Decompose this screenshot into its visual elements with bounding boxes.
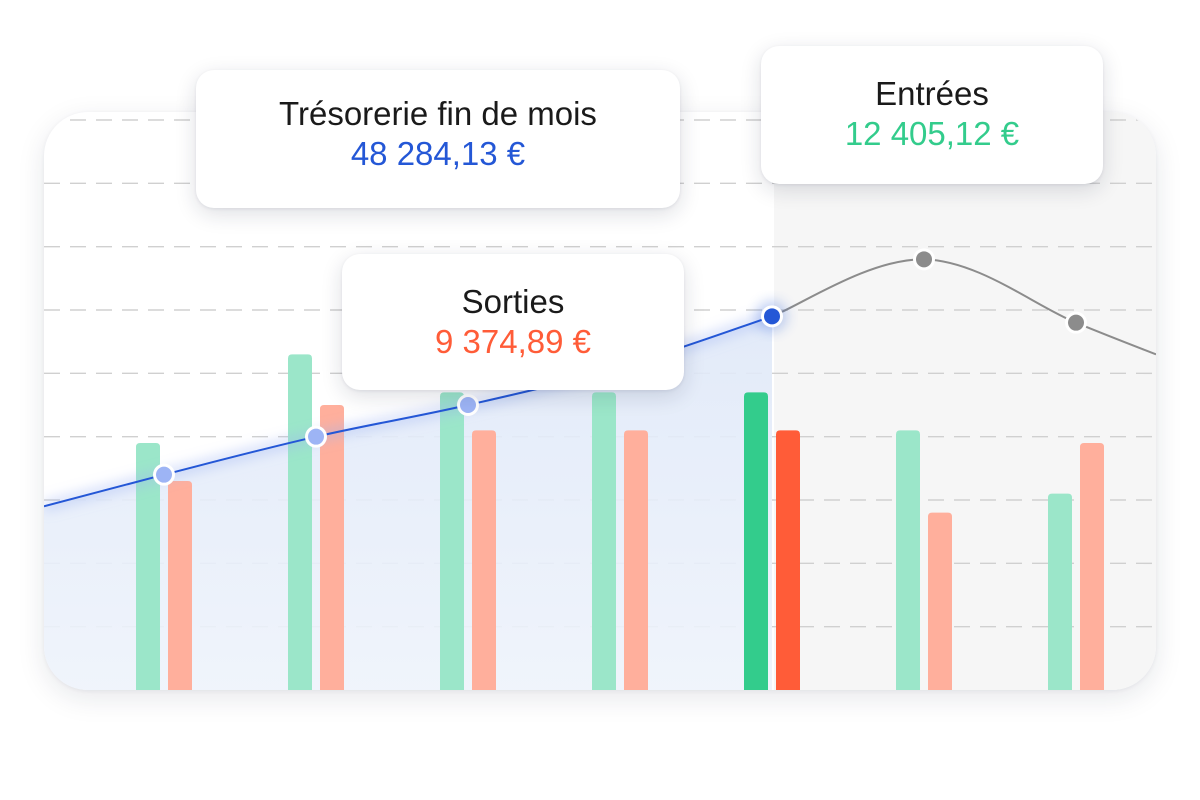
tooltip-tresorerie-value: 48 284,13 € (350, 135, 526, 172)
tresorerie-area (44, 316, 772, 690)
bar-entrees (896, 430, 920, 690)
bar-sorties (928, 512, 952, 690)
tooltip-entrees-value: 12 405,12 € (844, 115, 1020, 152)
bar-sorties (472, 430, 496, 690)
tresorerie-forecast-line (771, 258, 1156, 356)
chart-card (44, 112, 1156, 690)
tooltip-entrees-label: Entrées (875, 75, 989, 112)
tooltip-tresorerie-label: Trésorerie fin de mois (279, 95, 597, 132)
bar-entrees (288, 354, 312, 690)
line-point (156, 466, 172, 483)
tooltip-tresorerie: Trésorerie fin de mois 48 284,13 € (196, 70, 680, 208)
bar-sorties (776, 430, 800, 690)
bar-sorties (624, 430, 648, 690)
cashflow-chart (44, 112, 1156, 690)
bar-sorties (1080, 443, 1104, 690)
line-point (308, 428, 324, 445)
bar-sorties (168, 481, 192, 690)
highlight-point (764, 308, 780, 325)
bar-entrees (744, 392, 768, 690)
forecast-point (916, 251, 932, 268)
line-point (460, 397, 476, 413)
tooltip-sorties: Sorties 9 374,89 € (342, 254, 684, 390)
tooltip-sorties-value: 9 374,89 € (435, 323, 591, 360)
tooltip-entrees: Entrées 12 405,12 € (761, 46, 1103, 184)
bar-entrees (1048, 493, 1072, 690)
bar-entrees (592, 392, 616, 690)
forecast-point (1068, 314, 1084, 331)
tooltip-sorties-label: Sorties (461, 283, 565, 320)
bar-entrees (136, 443, 160, 690)
bar-sorties (320, 405, 344, 690)
bar-entrees (440, 392, 464, 690)
